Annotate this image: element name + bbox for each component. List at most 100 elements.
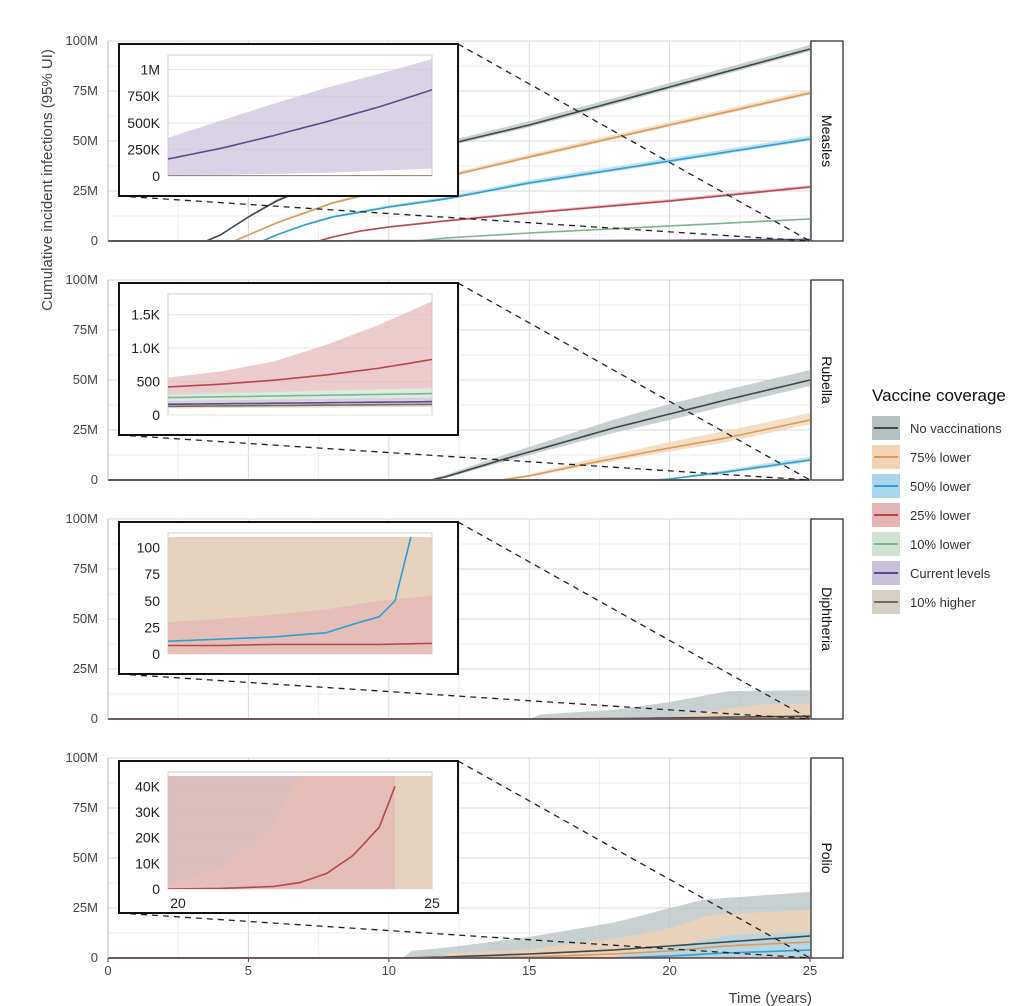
legend-label: 75% lower xyxy=(910,450,971,465)
strip-label: Measles xyxy=(819,115,835,167)
band-75-lower xyxy=(108,413,810,480)
inset-measles: 0 250K 500K 750K 1M xyxy=(118,43,811,242)
x-axis-title: Time (years) xyxy=(728,990,812,1006)
y-axis-title: Cumulative incident infections (95% UI) xyxy=(39,49,56,311)
inset-y-tick-label: 0 xyxy=(152,881,160,897)
x-tick-label: 10 xyxy=(382,963,396,978)
zoom-connector-bottom xyxy=(118,673,811,720)
inset-polio: 0 10K 20K 30K 40K 20 25 xyxy=(118,760,811,959)
band-50-lower xyxy=(108,932,810,958)
strip-diphtheria: Diphtheria xyxy=(810,518,844,720)
y-tick-label: 75M xyxy=(73,800,98,815)
legend-title: Vaccine coverage xyxy=(872,386,1006,405)
strip-label: Diphtheria xyxy=(819,587,835,651)
legend-entry-75-lower: 75% lower xyxy=(872,445,971,469)
zoom-connector-bottom xyxy=(118,912,811,959)
y-tick-label: 50M xyxy=(73,611,98,626)
inset-line-10-higher xyxy=(168,403,432,408)
zoom-connector-top xyxy=(457,282,811,481)
inset-band-25-lower xyxy=(168,595,432,654)
inset-y-tick-label: 10K xyxy=(135,855,161,871)
y-tick-label: 25M xyxy=(73,900,98,915)
band-75-lower xyxy=(108,910,810,958)
y-tick-label: 50M xyxy=(73,133,98,148)
panels: 0 25M 50M 75M 100M Measles 0 250K 500K 750K 1M 0 25M… xyxy=(65,33,844,978)
y-tick-label: 0 xyxy=(91,950,98,965)
legend-entry-current-levels: Current levels xyxy=(872,561,991,585)
inset-y-tick-label: 50 xyxy=(144,593,160,609)
panel-measles: 0 25M 50M 75M 100M Measles 0 250K 500K 750K 1M xyxy=(65,33,844,248)
legend-label: Current levels xyxy=(910,566,991,581)
y-tick-label: 100M xyxy=(65,511,98,526)
x-tick-label: 25 xyxy=(803,963,817,978)
y-tick-label: 0 xyxy=(91,472,98,487)
inset-y-tick-label: 1.5K xyxy=(131,307,160,323)
legend-entry-no-vaccinations: No vaccinations xyxy=(872,416,1002,440)
zoom-connector-bottom xyxy=(118,195,811,242)
strip-rubella: Rubella xyxy=(810,279,844,481)
inset-y-tick-label: 20K xyxy=(135,830,161,846)
y-tick-label: 50M xyxy=(73,850,98,865)
inset-line-current-levels xyxy=(168,89,432,160)
inset-band-current-levels xyxy=(168,59,432,176)
inset-y-tick-label: 500K xyxy=(127,115,160,131)
inset-y-tick-label: 1.0K xyxy=(131,340,160,356)
x-tick-label: 0 xyxy=(104,963,111,978)
inset-series xyxy=(168,301,432,409)
y-tick-label: 75M xyxy=(73,561,98,576)
legend-label: 10% lower xyxy=(910,537,971,552)
inset-y-tick-label: 30K xyxy=(135,804,161,820)
inset-x-tick-label: 25 xyxy=(424,895,440,911)
legend-label: No vaccinations xyxy=(910,421,1002,436)
inset-y-tick-label: 75 xyxy=(144,566,160,582)
inset-series xyxy=(168,59,432,176)
legend-entry-50-lower: 50% lower xyxy=(872,474,971,498)
inset-line-25-lower xyxy=(168,358,432,388)
band-no-vaccinations xyxy=(108,690,810,719)
inset-y-tick-label: 500 xyxy=(137,374,161,390)
inset-y-tick-label: 0 xyxy=(152,407,160,423)
inset-x-tick-label: 20 xyxy=(170,895,186,911)
inset-line-25-lower xyxy=(168,642,432,647)
inset-line-10-lower xyxy=(168,392,432,399)
inset-y-tick-label: 250K xyxy=(127,141,160,157)
legend-label: 50% lower xyxy=(910,479,971,494)
y-tick-label: 100M xyxy=(65,272,98,287)
zoom-connector-bottom xyxy=(118,434,811,481)
strip-measles: Measles xyxy=(810,40,844,242)
inset-y-tick-label: 750K xyxy=(127,88,160,104)
inset-rubella: 0 500 1.0K 1.5K xyxy=(118,282,811,481)
y-tick-label: 75M xyxy=(73,83,98,98)
x-tick-label: 15 xyxy=(522,963,536,978)
legend-label: 10% higher xyxy=(910,595,976,610)
inset-y-tick-label: 40K xyxy=(135,778,161,794)
inset-line-50-lower xyxy=(168,536,412,642)
legend-label: 25% lower xyxy=(910,508,971,523)
inset-y-tick-label: 1M xyxy=(141,62,160,78)
y-tick-label: 75M xyxy=(73,322,98,337)
strip-label: Polio xyxy=(819,842,835,873)
inset-y-tick-label: 0 xyxy=(152,168,160,184)
legend-entry-25-lower: 25% lower xyxy=(872,503,971,527)
y-tick-label: 100M xyxy=(65,33,98,48)
inset-y-tick-label: 100 xyxy=(137,540,161,556)
inset-band-25-lower xyxy=(168,776,395,889)
inset-line-25-lower xyxy=(168,786,396,889)
y-tick-label: 25M xyxy=(73,661,98,676)
inset-diphtheria: 0 25 50 75 100 xyxy=(118,521,811,720)
strip-box xyxy=(810,279,844,481)
strip-box xyxy=(810,757,844,959)
y-tick-label: 50M xyxy=(73,372,98,387)
inset-y-tick-label: 25 xyxy=(144,619,160,635)
y-tick-label: 100M xyxy=(65,750,98,765)
x-axis-ticks: 0 5 10 15 20 25 xyxy=(104,958,817,978)
strip-polio: Polio xyxy=(810,757,844,959)
panel-rubella: 0 25M 50M 75M 100M Rubella 0 500 1.0K 1.5K xyxy=(65,272,844,487)
strip-box xyxy=(810,518,844,720)
x-tick-label: 20 xyxy=(662,963,676,978)
y-tick-label: 25M xyxy=(73,422,98,437)
inset-band-25-lower xyxy=(168,301,432,395)
inset-y-tick-label: 0 xyxy=(152,646,160,662)
legend: Vaccine coverage No vaccinations 75% lowe… xyxy=(872,386,1006,614)
